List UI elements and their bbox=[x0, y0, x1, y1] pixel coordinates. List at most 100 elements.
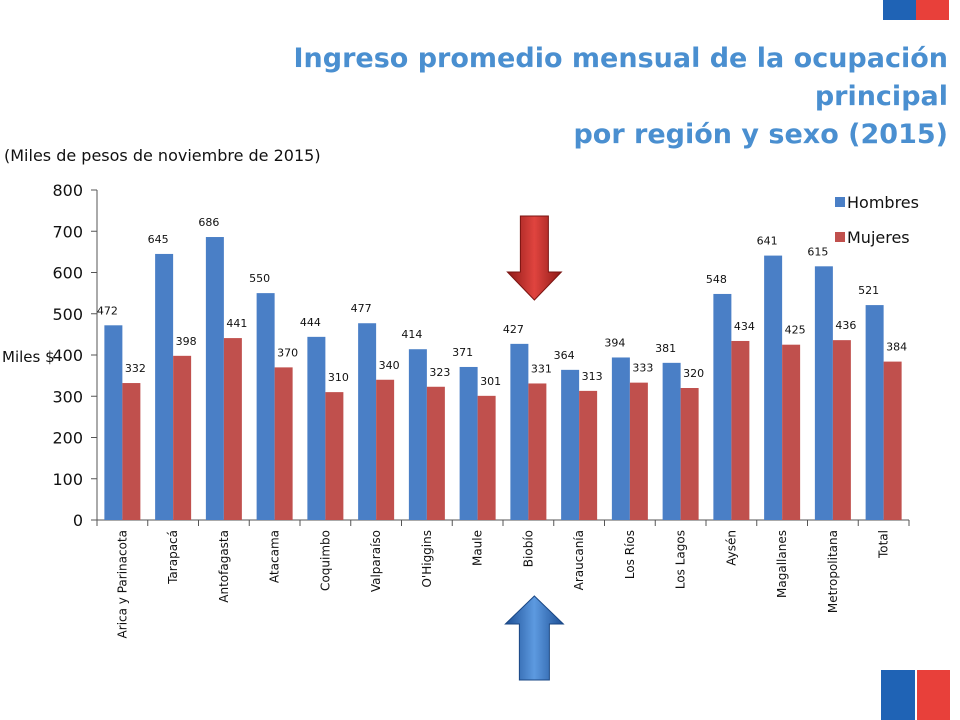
bar-hombres bbox=[561, 369, 580, 520]
x-tick-label: Atacama bbox=[268, 530, 282, 583]
y-axis-label: Miles $ bbox=[2, 348, 55, 366]
data-label-hombres: 686 bbox=[198, 216, 219, 229]
legend-swatch-mujeres bbox=[835, 232, 845, 242]
data-label-mujeres: 323 bbox=[429, 366, 450, 379]
data-label-mujeres: 398 bbox=[176, 335, 197, 348]
data-label-hombres: 521 bbox=[858, 284, 879, 297]
bar-hombres bbox=[611, 357, 630, 520]
bar-mujeres bbox=[477, 395, 496, 520]
legend-label-mujeres: Mujeres bbox=[847, 228, 910, 247]
bar-mujeres bbox=[579, 390, 598, 520]
x-tick-label: Metropolitana bbox=[826, 530, 840, 613]
bar-mujeres bbox=[223, 338, 242, 520]
bar-hombres bbox=[459, 366, 478, 520]
x-tick-label: O'Higgins bbox=[420, 530, 434, 588]
chart-subtitle: (Miles de pesos de noviembre de 2015) bbox=[4, 146, 321, 165]
y-tick-label: 500 bbox=[52, 305, 83, 324]
x-tick-label: Biobío bbox=[521, 530, 535, 567]
bar-hombres bbox=[814, 266, 833, 520]
bar-mujeres bbox=[629, 382, 648, 520]
data-label-mujeres: 425 bbox=[785, 324, 806, 337]
bar-mujeres bbox=[832, 340, 851, 520]
data-label-hombres: 472 bbox=[97, 304, 118, 317]
bar-hombres bbox=[307, 336, 326, 520]
bar-hombres bbox=[713, 293, 732, 520]
y-tick-label: 200 bbox=[52, 429, 83, 448]
data-label-hombres: 477 bbox=[351, 302, 372, 315]
bar-mujeres bbox=[883, 361, 902, 520]
y-tick-label: 100 bbox=[52, 470, 83, 489]
bar-mujeres bbox=[731, 340, 750, 520]
x-tick-label: Coquimbo bbox=[318, 530, 332, 591]
data-label-mujeres: 340 bbox=[379, 359, 400, 372]
bar-mujeres bbox=[782, 344, 801, 520]
red-down-arrow bbox=[506, 215, 563, 301]
bar-mujeres bbox=[528, 383, 547, 520]
legend-label-hombres: Hombres bbox=[847, 193, 919, 212]
data-label-hombres: 615 bbox=[807, 245, 828, 258]
data-label-hombres: 444 bbox=[300, 316, 321, 329]
blue-up-arrow bbox=[504, 595, 565, 681]
x-tick-label: Valparaíso bbox=[369, 530, 383, 592]
y-tick-label: 400 bbox=[52, 346, 83, 365]
data-label-hombres: 371 bbox=[452, 346, 473, 359]
title-line-1: Ingreso promedio mensual de la ocupación… bbox=[293, 43, 948, 112]
data-label-hombres: 550 bbox=[249, 272, 270, 285]
data-label-mujeres: 441 bbox=[226, 317, 247, 330]
legend-swatch-hombres bbox=[835, 197, 845, 207]
x-tick-label: Los Lagos bbox=[674, 530, 688, 589]
bar-mujeres bbox=[325, 392, 344, 520]
bar-hombres bbox=[256, 293, 275, 520]
x-tick-label: Arica y Parinacota bbox=[115, 530, 129, 638]
x-tick-label: Tarapacá bbox=[166, 530, 180, 585]
chile-flag-bottom bbox=[881, 670, 950, 720]
data-label-hombres: 364 bbox=[554, 349, 575, 362]
data-label-mujeres: 384 bbox=[886, 341, 907, 354]
y-tick-label: 0 bbox=[73, 511, 83, 530]
data-label-hombres: 381 bbox=[655, 342, 676, 355]
y-tick-label: 300 bbox=[52, 387, 83, 406]
x-tick-label: Aysén bbox=[724, 530, 738, 566]
chile-flag-top bbox=[883, 0, 949, 20]
x-tick-label: Magallanes bbox=[775, 530, 789, 598]
data-label-hombres: 645 bbox=[148, 233, 169, 246]
chart-title: Ingreso promedio mensual de la ocupación… bbox=[188, 40, 948, 154]
bar-mujeres bbox=[426, 386, 445, 520]
data-label-mujeres: 310 bbox=[328, 371, 349, 384]
bar-mujeres bbox=[680, 388, 699, 520]
data-label-hombres: 548 bbox=[706, 273, 727, 286]
data-label-mujeres: 301 bbox=[480, 375, 501, 388]
title-line-2: por región y sexo (2015) bbox=[573, 119, 948, 150]
y-tick-label: 600 bbox=[52, 264, 83, 283]
bar-hombres bbox=[662, 362, 681, 520]
x-tick-label: Total bbox=[877, 530, 891, 559]
y-tick-label: 700 bbox=[52, 222, 83, 241]
bar-mujeres bbox=[274, 367, 293, 520]
data-label-mujeres: 370 bbox=[277, 346, 298, 359]
bar-hombres bbox=[510, 343, 529, 520]
bar-hombres bbox=[358, 323, 377, 520]
data-label-mujeres: 331 bbox=[531, 362, 552, 375]
data-label-hombres: 394 bbox=[604, 336, 625, 349]
data-label-hombres: 414 bbox=[401, 328, 422, 341]
bar-hombres bbox=[104, 325, 123, 520]
data-label-mujeres: 333 bbox=[632, 362, 653, 375]
data-label-mujeres: 332 bbox=[125, 362, 146, 375]
x-tick-label: Maule bbox=[471, 530, 485, 566]
x-tick-label: Antofagasta bbox=[217, 530, 231, 603]
bar-hombres bbox=[408, 349, 427, 520]
bar-hombres bbox=[155, 253, 174, 520]
data-label-mujeres: 313 bbox=[582, 370, 603, 383]
data-label-hombres: 427 bbox=[503, 323, 524, 336]
bar-hombres bbox=[764, 255, 783, 520]
y-tick-label: 800 bbox=[52, 181, 83, 200]
x-tick-label: Araucanía bbox=[572, 530, 586, 590]
data-label-mujeres: 436 bbox=[835, 319, 856, 332]
bar-mujeres bbox=[376, 379, 395, 520]
x-tick-label: Los Ríos bbox=[623, 530, 637, 579]
bar-mujeres bbox=[122, 383, 141, 520]
data-label-hombres: 641 bbox=[757, 235, 778, 248]
bar-mujeres bbox=[173, 355, 192, 520]
bar-hombres bbox=[865, 305, 884, 520]
